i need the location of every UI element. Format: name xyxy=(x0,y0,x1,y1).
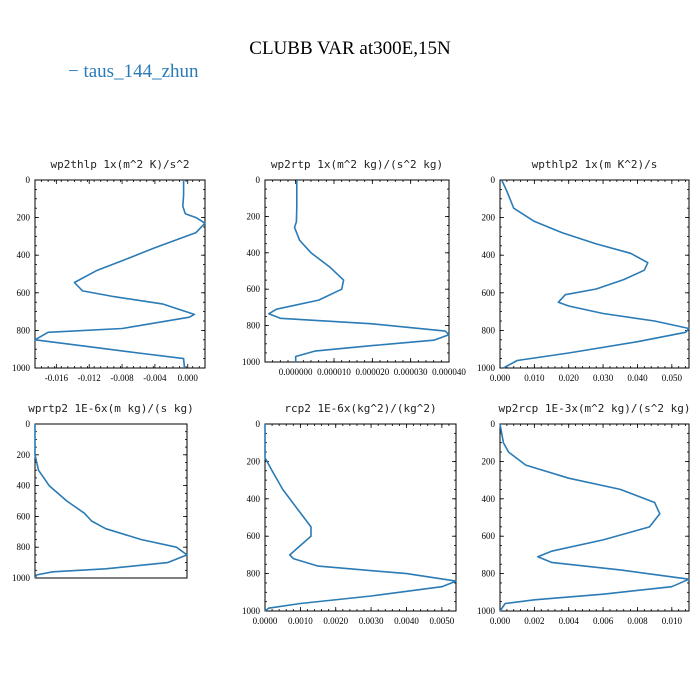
y-tick-label: 1000 xyxy=(477,363,496,373)
y-tick-label: 200 xyxy=(247,211,261,221)
series-line xyxy=(34,180,206,369)
plot-frame xyxy=(264,179,450,363)
plot-frame xyxy=(264,423,457,612)
y-tick-label: 800 xyxy=(482,325,496,335)
y-tick-label: 400 xyxy=(17,250,31,260)
y-tick-label: 200 xyxy=(17,213,31,223)
x-tick-label: 0.0050 xyxy=(429,616,454,626)
x-tick-label: 0.000 xyxy=(490,373,511,383)
y-tick-label: 200 xyxy=(17,450,31,460)
x-tick-label: -0.008 xyxy=(110,373,134,383)
y-tick-label: 0 xyxy=(491,419,496,429)
x-tick-label: 0.0030 xyxy=(359,616,384,626)
panel-title: wprtp2 1E-6x(m kg)/(s kg) xyxy=(28,402,194,415)
y-tick-label: 600 xyxy=(482,531,496,541)
x-tick-label: 0.020 xyxy=(559,373,580,383)
x-tick-label: 0.040 xyxy=(627,373,648,383)
x-tick-label: -0.004 xyxy=(143,373,167,383)
x-tick-label: 0.008 xyxy=(627,616,648,626)
series-line xyxy=(267,180,450,362)
y-tick-label: 1000 xyxy=(242,357,261,367)
panel-wp2rcp: wp2rcp 1E-3x(m^2 kg)/(s^2 kg)0 200 400 600 8… xyxy=(477,402,691,626)
x-tick-label: -0.016 xyxy=(45,373,69,383)
panel-title: wp2thlp 1x(m^2 K)/s^2 xyxy=(50,158,189,171)
x-tick-label: 0.030 xyxy=(593,373,614,383)
y-tick-label: 600 xyxy=(247,284,261,294)
x-tick-label: 0.000010 xyxy=(317,367,351,377)
series-line xyxy=(499,423,690,612)
legend-entry: − taus_144_zhun xyxy=(68,61,199,82)
y-tick-label: 0 xyxy=(491,175,496,185)
plot-frame xyxy=(34,423,188,579)
plot-frame xyxy=(34,179,206,369)
y-tick-label: 0 xyxy=(26,175,31,185)
x-tick-label: -0.012 xyxy=(78,373,101,383)
x-tick-label: 0.010 xyxy=(524,373,545,383)
series-line xyxy=(264,424,457,612)
y-tick-label: 200 xyxy=(247,456,261,466)
y-tick-label: 400 xyxy=(482,250,496,260)
panel-title: wp2rcp 1E-3x(m^2 kg)/(s^2 kg) xyxy=(498,402,690,415)
x-tick-label: 0.006 xyxy=(593,616,614,626)
panel-title: rcp2 1E-6x(kg^2)/(kg^2) xyxy=(284,402,436,415)
x-tick-label: 0.050 xyxy=(662,373,683,383)
y-tick-label: 1000 xyxy=(12,363,31,373)
panel-wp2thlp: wp2thlp 1x(m^2 K)/s^2 0 200 400 600 800 1000 -0… xyxy=(12,158,206,383)
y-tick-label: 200 xyxy=(482,456,496,466)
y-tick-label: 400 xyxy=(482,494,496,504)
y-tick-label: 600 xyxy=(247,531,261,541)
y-tick-label: 200 xyxy=(482,213,496,223)
y-tick-label: 0 xyxy=(256,175,261,185)
x-tick-label: 0.000 xyxy=(178,373,199,383)
x-tick-label: 0.0000 xyxy=(253,616,278,626)
y-tick-label: 400 xyxy=(247,494,261,504)
y-tick-label: 600 xyxy=(482,288,496,298)
panel-title: wp2rtp 1x(m^2 kg)/(s^2 kg) xyxy=(271,158,443,171)
y-tick-label: 800 xyxy=(247,321,261,331)
y-tick-label: 800 xyxy=(17,542,31,552)
figure-title: CLUBB VAR at300E,15N xyxy=(249,38,451,59)
x-tick-label: 0.000040 xyxy=(432,367,466,377)
series-line xyxy=(34,424,188,579)
x-tick-label: 0.0010 xyxy=(288,616,313,626)
plot-frame xyxy=(499,179,690,369)
x-tick-label: 0.010 xyxy=(662,616,683,626)
x-tick-label: 0.000020 xyxy=(355,367,389,377)
y-tick-label: 800 xyxy=(17,325,31,335)
x-tick-label: 0.000 xyxy=(490,616,511,626)
y-tick-label: 400 xyxy=(17,481,31,491)
panel-wp2rtp: wp2rtp 1x(m^2 kg)/(s^2 kg) 0 200 400 600 800 1… xyxy=(242,158,466,377)
panel-title: wpthlp2 1x(m K^2)/s xyxy=(532,158,658,171)
y-tick-label: 1000 xyxy=(242,606,261,616)
y-tick-label: 800 xyxy=(247,569,261,579)
x-tick-label: 0.000030 xyxy=(394,367,428,377)
panel-wprtp2: wprtp2 1E-6x(m kg)/(s kg) 0 200 400 600 800 10… xyxy=(12,402,194,583)
y-tick-label: 0 xyxy=(26,419,31,429)
x-tick-label: 0.0040 xyxy=(394,616,419,626)
x-tick-label: 0.0020 xyxy=(323,616,348,626)
y-tick-label: 1000 xyxy=(477,606,496,616)
y-tick-label: 800 xyxy=(482,569,496,579)
x-tick-label: 0.004 xyxy=(559,616,580,626)
y-tick-label: 400 xyxy=(247,248,261,258)
panel-rcp2: rcp2 1E-6x(kg^2)/(kg^2) 0 200 400 600 800 1000… xyxy=(242,402,457,626)
plot-frame xyxy=(499,423,690,612)
series-line xyxy=(500,179,690,369)
y-tick-label: 0 xyxy=(256,419,261,429)
y-tick-label: 600 xyxy=(17,511,31,521)
y-tick-label: 1000 xyxy=(12,573,31,583)
x-tick-label: 0.002 xyxy=(524,616,544,626)
y-tick-label: 600 xyxy=(17,288,31,298)
x-tick-label: 0.000000 xyxy=(279,367,313,377)
panel-wpthlp2: wpthlp2 1x(m K^2)/s 0 200 400 600 800 10000.00… xyxy=(477,158,690,383)
